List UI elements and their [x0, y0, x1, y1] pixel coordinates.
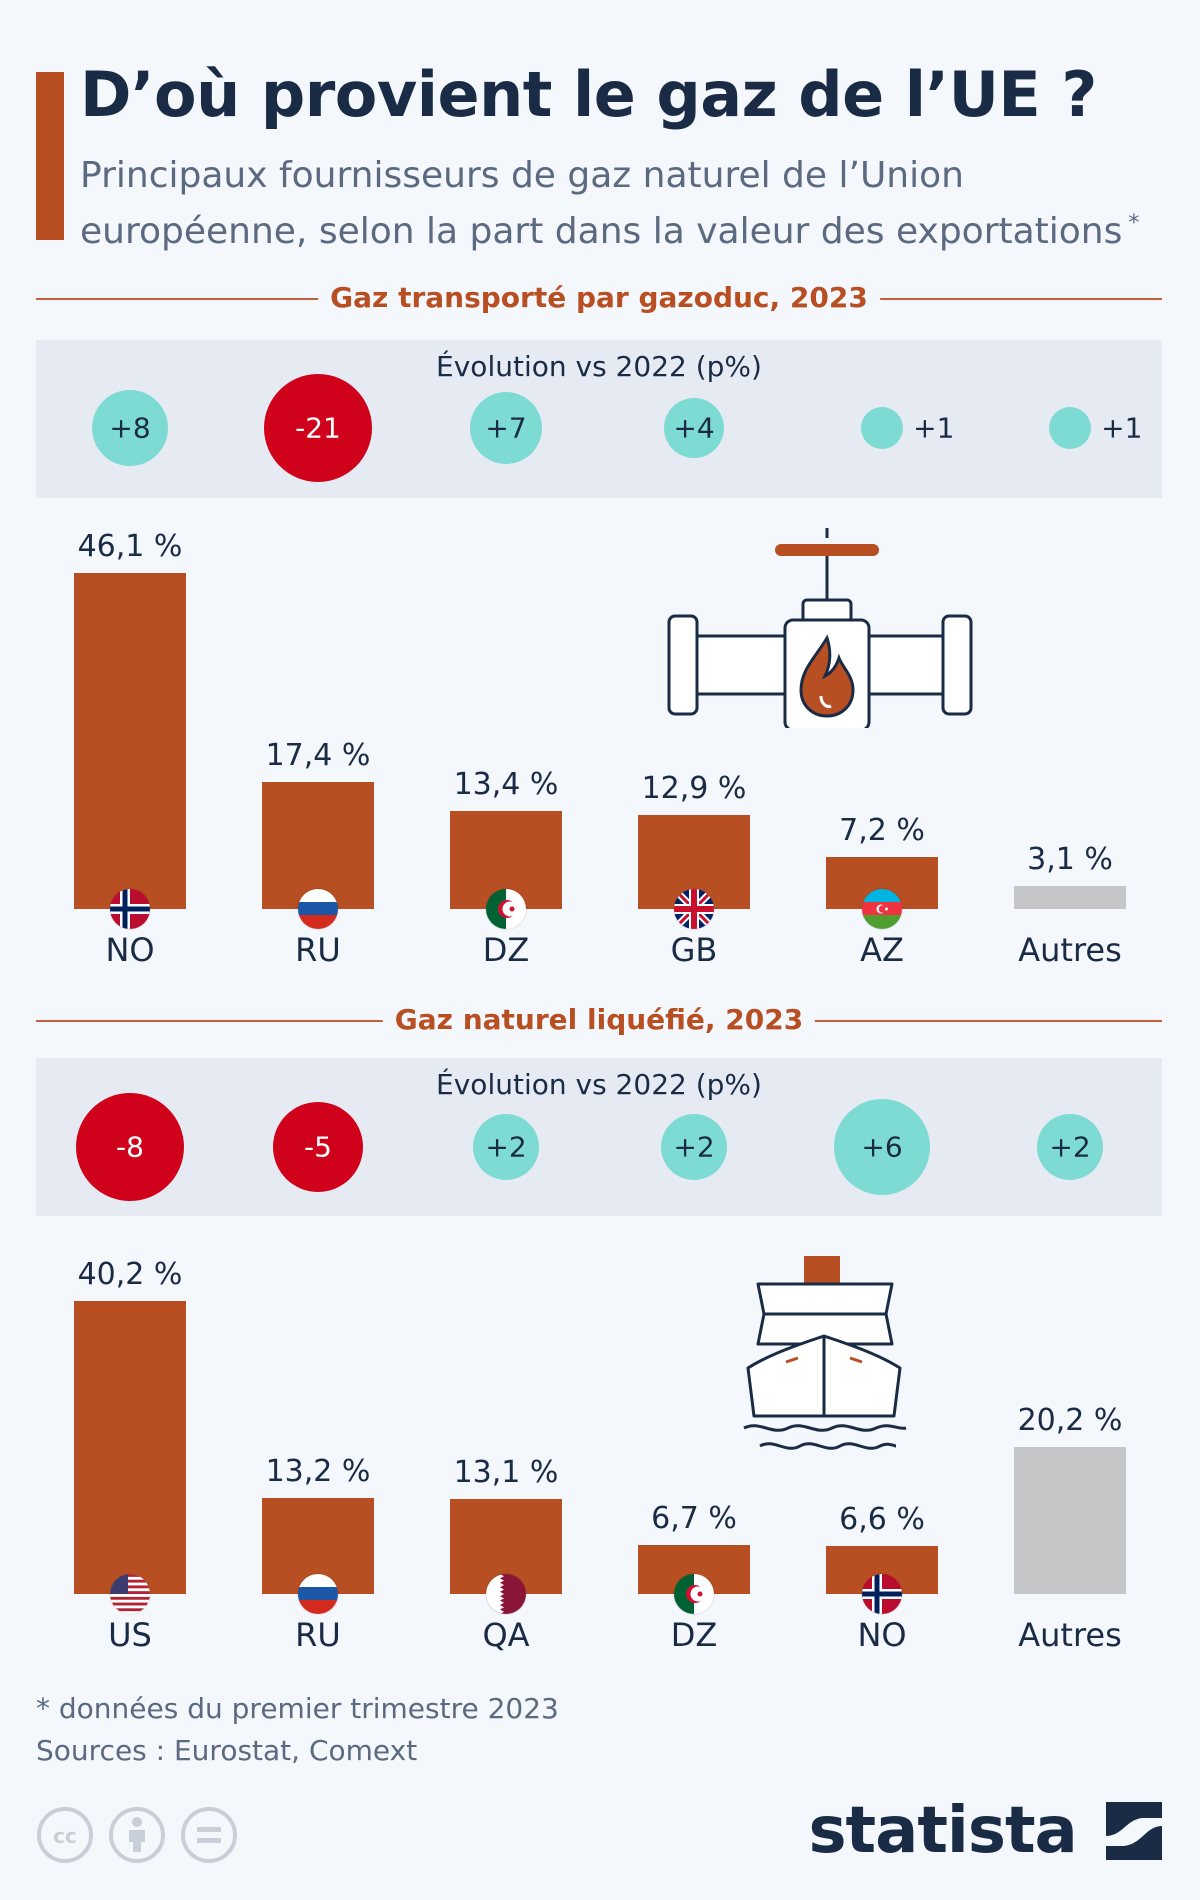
bar-value-label: 6,6 % — [839, 1501, 925, 1537]
svg-text:cc: cc — [53, 1824, 77, 1848]
category-label: AZ — [860, 931, 904, 969]
evolution-label: +2 — [673, 1130, 715, 1164]
section-header-pipeline: Gaz transporté par gazoduc, 2023 — [36, 278, 1162, 318]
category-label: RU — [295, 931, 341, 969]
usa-flag — [110, 1574, 150, 1614]
bar — [74, 1301, 186, 1594]
section-title-pipeline: Gaz transporté par gazoduc, 2023 — [318, 278, 880, 318]
evolution-label: -5 — [304, 1130, 332, 1164]
bar — [1014, 886, 1126, 909]
evolution-label: +2 — [485, 1130, 527, 1164]
evolution-bubble — [860, 406, 904, 450]
russia-flag — [298, 1574, 338, 1614]
evolution-bubble — [833, 1098, 931, 1196]
evolution-label: +4 — [673, 411, 715, 445]
category-label: DZ — [482, 931, 530, 969]
evolution-bubble — [264, 374, 372, 482]
bar-value-label: 17,4 % — [265, 738, 371, 774]
algeria-flag — [674, 1574, 714, 1614]
russia-flag — [298, 889, 338, 929]
page-title: D’où provient le gaz de l’UE ? — [80, 58, 1097, 131]
evolution-bubble — [1048, 406, 1092, 450]
evolution-bubble — [473, 1114, 539, 1180]
azerbaijan-flag — [862, 889, 902, 929]
bar-value-label: 46,1 % — [77, 529, 183, 565]
evolution-label: -8 — [116, 1130, 144, 1164]
evolution-panel-pipeline: Évolution vs 2022 (p%) — [36, 340, 1162, 498]
bar-value-label: 13,2 % — [265, 1453, 371, 1489]
bar-value-label: 20,2 % — [1017, 1402, 1123, 1438]
no-derivatives-icon — [181, 1807, 237, 1863]
evolution-panel-lng: Évolution vs 2022 (p%) — [36, 1058, 1162, 1216]
category-label: QA — [482, 1616, 530, 1654]
bar-value-label: 7,2 % — [839, 812, 925, 848]
evolution-bubble — [76, 1093, 184, 1201]
evolution-bubble — [469, 391, 543, 465]
section-title-lng: Gaz naturel liquéfié, 2023 — [382, 1000, 816, 1040]
brand-name: statista — [808, 1794, 1077, 1868]
attribution-icon — [109, 1807, 165, 1863]
footnote: * données du premier trimestre 2023 — [36, 1692, 559, 1725]
evolution-bubble — [272, 1101, 364, 1193]
evolution-bubble — [663, 397, 725, 459]
page-subtitle: Principaux fournisseurs de gaz naturel d… — [80, 152, 1180, 256]
bar — [74, 573, 186, 909]
category-label: NO — [105, 931, 155, 969]
category-label: DZ — [670, 1616, 718, 1654]
bar-value-label: 12,9 % — [641, 771, 747, 807]
bar-value-label: 13,1 % — [453, 1454, 559, 1490]
norway-flag — [862, 1574, 902, 1614]
category-label: RU — [295, 1616, 341, 1654]
evolution-label: +1 — [913, 411, 955, 445]
bar-value-label: 3,1 % — [1027, 842, 1113, 878]
section-header-lng: Gaz naturel liquéfié, 2023 — [36, 1000, 1162, 1040]
bar — [262, 782, 374, 909]
subtitle-text: Principaux fournisseurs de gaz naturel d… — [80, 155, 1123, 252]
evolution-label: +1 — [1101, 411, 1143, 445]
category-label: NO — [857, 1616, 907, 1654]
algeria-flag — [486, 889, 526, 929]
footnote-marker: * — [1128, 211, 1140, 236]
evolution-title-lng: Évolution vs 2022 (p%) — [436, 1068, 762, 1101]
lng-tanker-ship-icon — [743, 1256, 907, 1450]
category-label: GB — [670, 931, 718, 969]
evolution-bubble — [92, 390, 168, 466]
pipeline-valve-flame-icon — [667, 528, 973, 728]
evolution-title-pipeline: Évolution vs 2022 (p%) — [436, 350, 762, 383]
statista-logo: statista — [808, 1794, 1162, 1868]
category-label: Autres — [1018, 1616, 1122, 1654]
evolution-label: -21 — [295, 411, 341, 445]
uk-flag — [674, 889, 714, 929]
sources: Sources : Eurostat, Comext — [36, 1734, 418, 1767]
cc-icon: cc — [37, 1807, 93, 1863]
bar-value-label: 6,7 % — [651, 1501, 737, 1537]
qatar-flag — [486, 1574, 526, 1614]
bar — [1014, 1446, 1126, 1594]
evolution-label: +6 — [861, 1130, 903, 1164]
evolution-bubble — [661, 1114, 727, 1180]
category-label: US — [108, 1616, 152, 1654]
bar-value-label: 13,4 % — [453, 767, 559, 803]
norway-flag — [110, 889, 150, 929]
evolution-label: +7 — [485, 411, 527, 445]
title-accent-bar — [36, 72, 64, 240]
evolution-label: +2 — [1049, 1130, 1091, 1164]
bar-value-label: 40,2 % — [77, 1257, 183, 1293]
evolution-bubble — [1037, 1114, 1103, 1180]
category-label: Autres — [1018, 931, 1122, 969]
statista-logo-mark-icon — [1106, 1802, 1162, 1860]
evolution-label: +8 — [109, 411, 151, 445]
